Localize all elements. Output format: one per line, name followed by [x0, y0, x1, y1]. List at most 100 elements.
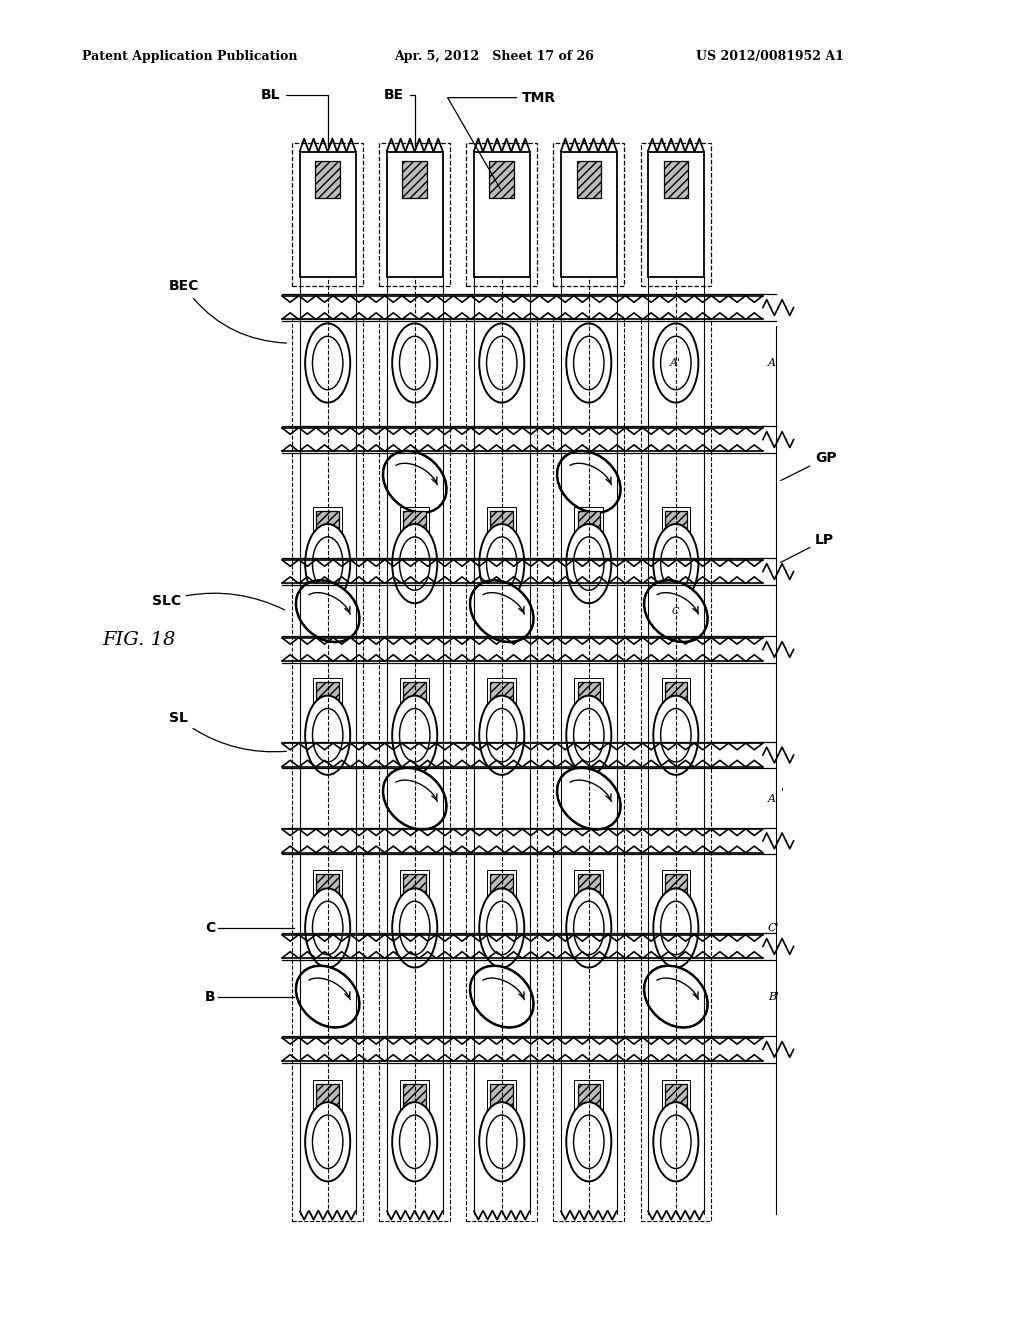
Bar	[316, 1084, 339, 1113]
Text: C: C	[205, 921, 215, 935]
Bar	[664, 161, 688, 198]
Bar	[641, 319, 712, 1221]
Bar	[490, 682, 513, 711]
Bar	[403, 511, 426, 540]
Ellipse shape	[305, 323, 350, 403]
Ellipse shape	[383, 768, 446, 829]
Text: ': '	[781, 788, 784, 799]
Bar	[553, 319, 624, 1221]
Bar	[578, 682, 600, 711]
Bar	[487, 1080, 516, 1117]
Text: C': C'	[768, 923, 779, 933]
Ellipse shape	[653, 524, 698, 603]
Bar	[293, 319, 362, 1221]
Bar	[402, 161, 427, 198]
Bar	[665, 511, 687, 540]
Ellipse shape	[305, 1102, 350, 1181]
Bar	[490, 874, 513, 903]
Text: Patent Application Publication: Patent Application Publication	[82, 50, 297, 63]
Bar	[400, 678, 429, 715]
Ellipse shape	[392, 888, 437, 968]
Bar	[665, 874, 687, 903]
Bar	[489, 161, 514, 198]
Bar	[641, 143, 712, 286]
Bar	[578, 1084, 600, 1113]
Ellipse shape	[557, 451, 621, 512]
Bar	[403, 1084, 426, 1113]
Bar	[282, 1038, 763, 1061]
Text: BEC: BEC	[169, 280, 287, 343]
Text: Apr. 5, 2012   Sheet 17 of 26: Apr. 5, 2012 Sheet 17 of 26	[394, 50, 594, 63]
Bar	[299, 152, 356, 277]
Text: B: B	[205, 990, 215, 1003]
Bar	[313, 678, 342, 715]
Bar	[316, 874, 339, 903]
Bar	[282, 829, 763, 853]
Ellipse shape	[392, 323, 437, 403]
Ellipse shape	[653, 1102, 698, 1181]
Text: A': A'	[768, 358, 779, 368]
Bar	[316, 511, 339, 540]
Bar	[487, 678, 516, 715]
Ellipse shape	[305, 696, 350, 775]
Bar	[473, 152, 530, 277]
Ellipse shape	[479, 524, 524, 603]
Bar	[282, 935, 763, 958]
Bar	[487, 870, 516, 907]
Bar	[574, 678, 603, 715]
Ellipse shape	[479, 888, 524, 968]
Bar	[313, 870, 342, 907]
Bar	[561, 152, 616, 277]
Ellipse shape	[392, 1102, 437, 1181]
Text: US 2012/0081952 A1: US 2012/0081952 A1	[696, 50, 844, 63]
Bar	[379, 319, 451, 1221]
Text: GP: GP	[780, 451, 837, 480]
Bar	[662, 870, 690, 907]
Bar	[282, 638, 763, 661]
Bar	[553, 143, 624, 286]
Bar	[293, 143, 362, 286]
Bar	[487, 507, 516, 544]
Ellipse shape	[296, 581, 359, 642]
Bar	[574, 870, 603, 907]
Text: BL: BL	[261, 88, 328, 147]
Ellipse shape	[566, 1102, 611, 1181]
Bar	[282, 743, 763, 767]
Text: LP: LP	[780, 533, 835, 562]
Ellipse shape	[392, 696, 437, 775]
Ellipse shape	[392, 524, 437, 603]
Ellipse shape	[479, 323, 524, 403]
Text: A: A	[768, 793, 776, 804]
Ellipse shape	[566, 524, 611, 603]
Ellipse shape	[296, 966, 359, 1027]
Ellipse shape	[470, 966, 534, 1027]
Bar	[313, 1080, 342, 1117]
Ellipse shape	[653, 888, 698, 968]
Bar	[466, 143, 537, 286]
Ellipse shape	[644, 581, 708, 642]
Text: FIG. 18: FIG. 18	[102, 631, 176, 649]
Ellipse shape	[566, 888, 611, 968]
Bar	[665, 1084, 687, 1113]
Text: BE: BE	[384, 88, 415, 147]
Ellipse shape	[305, 524, 350, 603]
Text: B': B'	[768, 991, 779, 1002]
Text: C: C	[672, 607, 680, 615]
Bar	[574, 507, 603, 544]
Text: SLC: SLC	[152, 593, 285, 610]
Ellipse shape	[470, 581, 534, 642]
Bar	[662, 678, 690, 715]
Bar	[648, 152, 705, 277]
Ellipse shape	[644, 966, 708, 1027]
Bar	[282, 296, 763, 319]
Bar	[665, 682, 687, 711]
Bar	[282, 560, 763, 583]
Bar	[662, 507, 690, 544]
Bar	[574, 1080, 603, 1117]
Ellipse shape	[557, 768, 621, 829]
Ellipse shape	[383, 451, 446, 512]
Ellipse shape	[479, 696, 524, 775]
Text: A': A'	[671, 358, 681, 368]
Ellipse shape	[566, 323, 611, 403]
Bar	[403, 682, 426, 711]
